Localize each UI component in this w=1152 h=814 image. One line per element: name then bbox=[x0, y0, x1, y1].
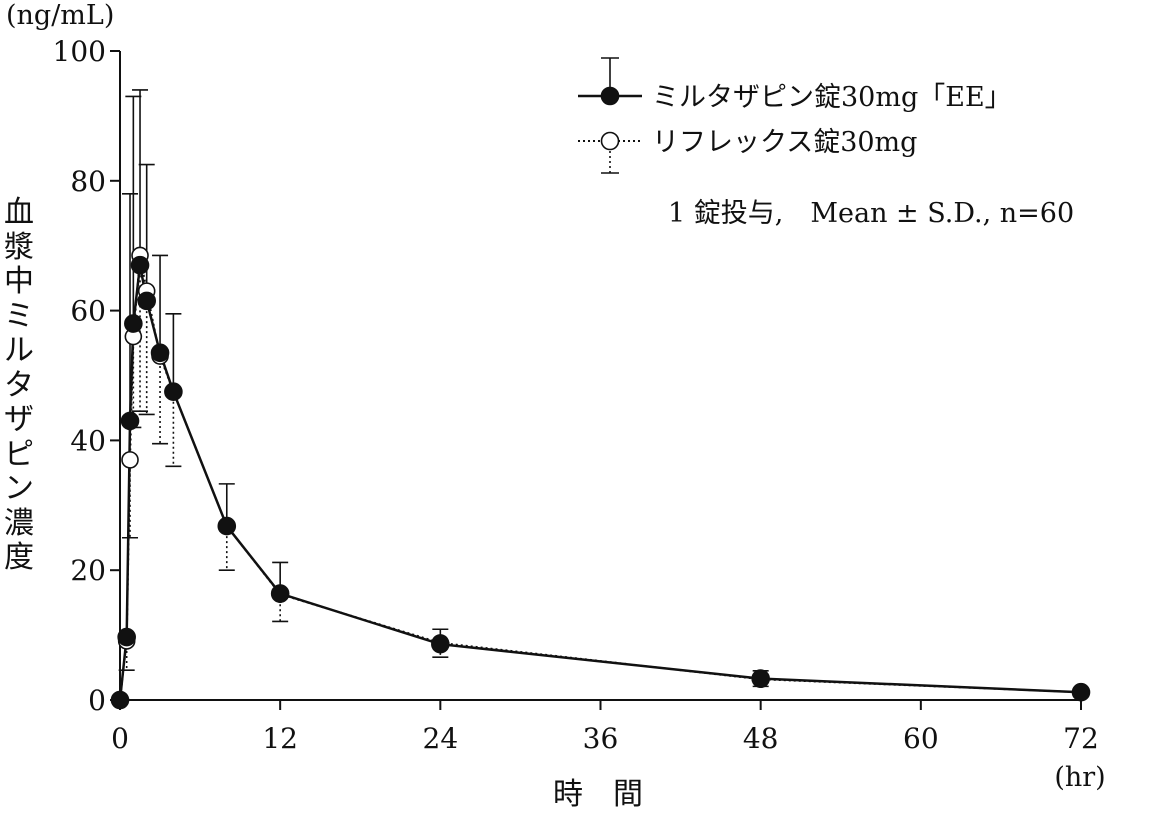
data-point-filled bbox=[124, 314, 143, 333]
y-tick-label: 0 bbox=[88, 684, 106, 717]
legend-marker-filled bbox=[600, 86, 620, 106]
data-point-filled bbox=[431, 634, 450, 654]
data-point-filled bbox=[270, 584, 290, 603]
x-tick-label: 60 bbox=[903, 722, 939, 755]
data-point-filled bbox=[164, 382, 183, 402]
x-tick-label: 12 bbox=[262, 722, 298, 755]
y-axis-label-char: タ bbox=[4, 367, 34, 403]
data-point-open bbox=[121, 451, 139, 469]
x-tick-label: 0 bbox=[111, 722, 129, 755]
y-axis-label-char: 中 bbox=[4, 264, 34, 299]
legend-label: ミルタザピン錠30mg「EE」 bbox=[652, 82, 1012, 113]
data-point-filled bbox=[1071, 682, 1091, 702]
y-tick-label: 20 bbox=[70, 554, 106, 587]
y-axis-label-char: 濃 bbox=[4, 505, 34, 541]
x-axis-label: 時 間 bbox=[553, 777, 643, 812]
y-tick-label: 40 bbox=[70, 424, 106, 457]
x-tick-label: 24 bbox=[423, 722, 459, 755]
y-axis-label: 血漿中ミルタザピン濃度 bbox=[2, 195, 36, 576]
x-tick-label: 36 bbox=[583, 722, 619, 755]
y-tick-label: 100 bbox=[53, 35, 106, 68]
legend: ミルタザピン錠30mg「EE」リフレックス錠30mg bbox=[578, 57, 1012, 174]
data-point-filled bbox=[130, 255, 150, 275]
annotation-text: 1 錠投与, Mean ± S.D., n=60 bbox=[668, 198, 1074, 229]
data-point-filled bbox=[217, 516, 237, 536]
y-axis-label-char: 漿 bbox=[4, 229, 34, 265]
plot-area: 0 20 40 60 80 100 0 12 24 36 48 60 72 bbox=[53, 35, 1099, 755]
data-point-filled bbox=[150, 343, 170, 363]
y-tick-label: 60 bbox=[70, 295, 106, 328]
y-axis-label-char: ピ bbox=[4, 436, 34, 472]
x-axis-unit: (hr) bbox=[1054, 762, 1105, 793]
data-point-filled bbox=[120, 411, 140, 431]
data-point-filled bbox=[751, 669, 770, 688]
data-point-filled bbox=[110, 690, 130, 710]
y-axis-label-char: ザ bbox=[4, 402, 34, 437]
x-tick-label: 72 bbox=[1063, 722, 1099, 755]
series-line bbox=[119, 255, 1082, 701]
y-axis-label-char: 血 bbox=[4, 195, 34, 230]
y-axis-label-char: ン bbox=[4, 471, 34, 506]
y-axis-label-char: ミ bbox=[4, 298, 34, 334]
legend-label: リフレックス錠30mg bbox=[652, 127, 917, 158]
y-tick-label: 80 bbox=[70, 165, 106, 198]
y-axis-label-char: ル bbox=[4, 333, 34, 368]
y-axis-label-char: 度 bbox=[4, 540, 34, 575]
series-line bbox=[118, 264, 1082, 701]
y-unit-label: (ng/mL) bbox=[6, 0, 114, 31]
data-point-filled bbox=[117, 627, 136, 647]
x-tick-label: 48 bbox=[743, 722, 779, 755]
legend-marker-open bbox=[600, 131, 620, 151]
data-point-filled bbox=[137, 291, 156, 311]
